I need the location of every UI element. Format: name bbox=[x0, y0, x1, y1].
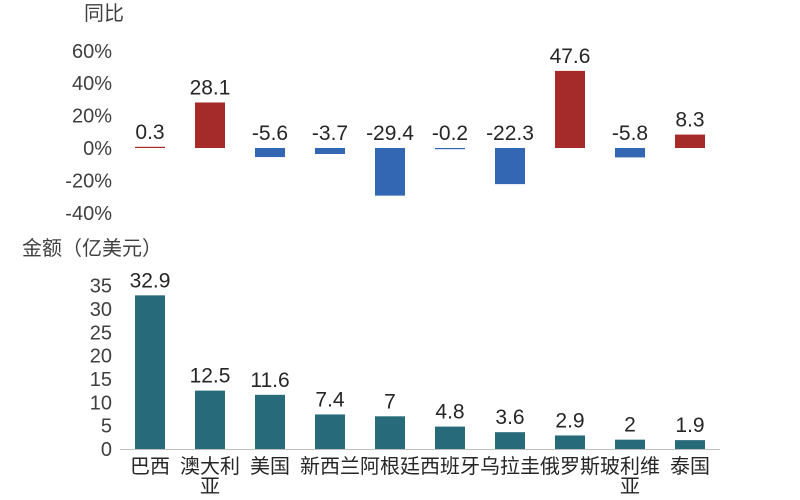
category-label: 阿根廷 bbox=[360, 455, 420, 478]
top-bar bbox=[195, 102, 225, 148]
bottom-tick-label: 0 bbox=[101, 439, 112, 461]
bottom-data-label: 3.6 bbox=[495, 406, 524, 429]
bottom-tick-label: 5 bbox=[101, 416, 112, 438]
bottom-tick-label: 20 bbox=[90, 346, 112, 368]
category-label: 巴西 bbox=[130, 456, 170, 478]
top-tick-label: 0% bbox=[83, 138, 112, 160]
category-label: 西班牙 bbox=[420, 455, 480, 478]
bottom-data-label: 12.5 bbox=[190, 365, 231, 388]
bottom-data-label: 2 bbox=[624, 414, 636, 437]
bottom-data-label: 7 bbox=[384, 390, 396, 413]
bottom-tick-label: 30 bbox=[90, 299, 112, 321]
top-data-label: 28.1 bbox=[190, 76, 231, 99]
category-label: 泰国 bbox=[670, 455, 710, 478]
top-tick-label: -20% bbox=[65, 170, 112, 192]
top-data-label: -22.3 bbox=[486, 122, 534, 145]
bottom-bar bbox=[495, 432, 525, 449]
top-data-label: -29.4 bbox=[366, 122, 414, 145]
bottom-bar bbox=[255, 394, 285, 449]
top-data-label: -3.7 bbox=[312, 122, 348, 145]
category-label: 玻利维亚 bbox=[600, 455, 660, 498]
bottom-bar bbox=[195, 390, 225, 449]
top-data-label: -5.6 bbox=[252, 122, 288, 145]
category-label: 新西兰 bbox=[300, 455, 360, 478]
top-bar bbox=[315, 148, 345, 154]
bottom-data-label: 2.9 bbox=[555, 409, 584, 432]
bottom-bar bbox=[375, 416, 405, 449]
bottom-tick-label: 10 bbox=[90, 392, 112, 414]
top-bar bbox=[255, 148, 285, 158]
top-tick-label: 60% bbox=[72, 41, 112, 63]
bottom-data-label: 1.9 bbox=[675, 414, 704, 437]
bottom-bar bbox=[675, 440, 705, 449]
bottom-bar bbox=[555, 435, 585, 449]
bottom-tick-label: 25 bbox=[90, 322, 112, 344]
bottom-bar bbox=[435, 426, 465, 449]
category-label: 澳大利亚 bbox=[180, 455, 240, 498]
bottom-data-label: 11.6 bbox=[250, 369, 289, 392]
top-bar bbox=[555, 70, 585, 148]
bottom-data-label: 4.8 bbox=[435, 401, 464, 424]
top-data-label: -0.2 bbox=[432, 122, 468, 145]
top-data-label: 0.3 bbox=[135, 121, 164, 144]
bottom-data-label: 7.4 bbox=[315, 388, 345, 411]
bottom-bar bbox=[135, 295, 165, 449]
yoy-growth-chart: 同比 60% 40% 20% 0% -20% -40% 0.3 28.1 -5.6 -3.7 -29.… bbox=[65, 2, 705, 225]
top-axis-title: 同比 bbox=[84, 2, 124, 25]
bottom-tick-label: 15 bbox=[90, 369, 112, 391]
category-label: 俄罗斯 bbox=[540, 455, 600, 478]
bottom-data-label: 32.9 bbox=[130, 269, 171, 292]
top-bar bbox=[615, 148, 645, 158]
bottom-bar bbox=[315, 414, 345, 449]
top-tick-label: 20% bbox=[72, 106, 112, 128]
category-label: 美国 bbox=[250, 455, 290, 478]
top-bar bbox=[495, 148, 525, 185]
top-bar bbox=[135, 146, 165, 148]
top-tick-label: 40% bbox=[72, 73, 112, 95]
top-tick-label: -40% bbox=[65, 203, 112, 225]
bottom-bar bbox=[615, 439, 645, 449]
top-data-label: -5.8 bbox=[612, 122, 648, 145]
bottom-tick-label: 35 bbox=[90, 276, 112, 298]
top-data-label: 47.6 bbox=[550, 45, 591, 68]
bottom-axis-title: 金额（亿美元） bbox=[22, 237, 162, 260]
category-label: 乌拉圭 bbox=[480, 455, 540, 478]
top-data-label: 8.3 bbox=[675, 109, 704, 132]
top-bar bbox=[435, 148, 465, 150]
top-bar bbox=[675, 134, 705, 148]
top-bar bbox=[375, 148, 405, 196]
